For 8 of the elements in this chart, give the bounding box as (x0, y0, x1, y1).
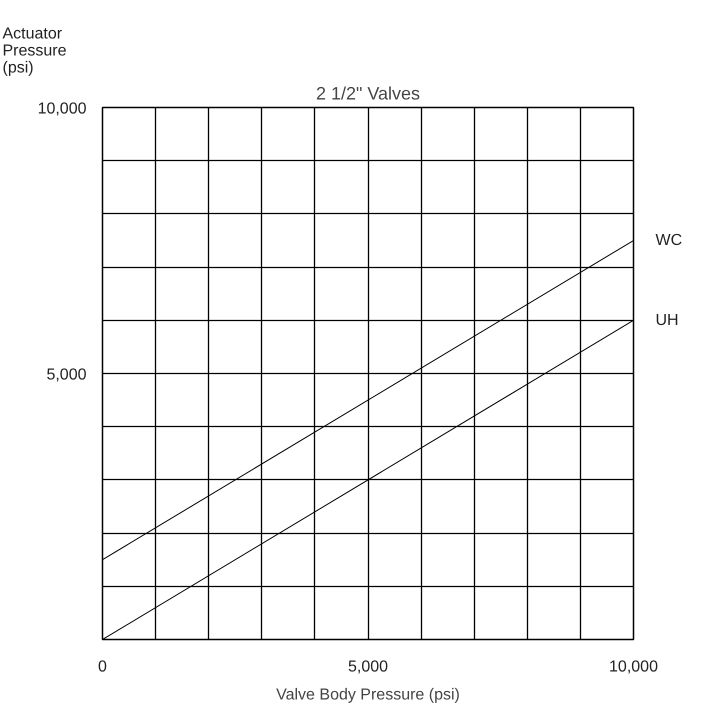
x-tick-label: 0 (98, 658, 108, 676)
series-label: UH (656, 312, 679, 329)
x-tick-label: 10,000 (609, 658, 658, 676)
x-tick-label: 5,000 (348, 658, 388, 676)
y-axis-title: Actuator Pressure (psi) (2, 26, 67, 76)
series-label: WC (656, 232, 682, 249)
chart-title: 2 1/2" Valves (316, 84, 420, 104)
x-axis-title: Valve Body Pressure (psi) (276, 686, 460, 704)
